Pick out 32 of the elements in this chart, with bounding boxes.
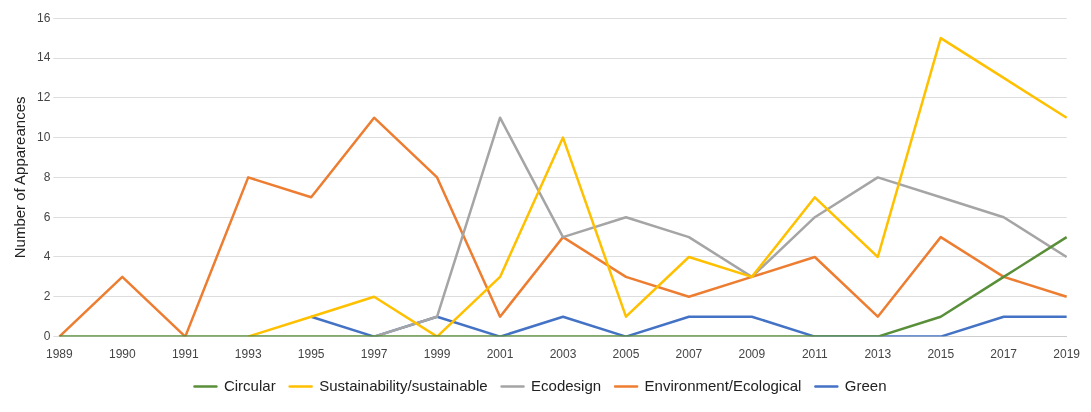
y-tick-label: 6	[43, 209, 51, 224]
x-tick-label: 2005	[612, 347, 640, 362]
y-tick-label: 14	[36, 50, 51, 65]
x-tick-label: 1990	[108, 347, 136, 362]
y-tick-label: 8	[43, 169, 51, 184]
x-tick-label: 2009	[738, 347, 766, 362]
y-tick-label: 2	[43, 289, 51, 304]
x-tick-label: 1989	[46, 347, 74, 362]
y-tick-label: 16	[36, 10, 51, 25]
y-tick-label: 0	[43, 328, 51, 343]
legend-label: Green	[844, 376, 887, 394]
legend-label: Sustainability/sustainable	[319, 376, 488, 394]
x-tick-label: 1995	[297, 347, 325, 362]
legend-label: Circular	[223, 376, 276, 394]
legend-label: Ecodesign	[531, 376, 602, 394]
x-tick-label: 1997	[360, 347, 388, 362]
x-tick-label: 2019	[1053, 347, 1081, 362]
legend-label: Environment/Ecological	[644, 376, 802, 394]
x-tick-label: 2015	[927, 347, 955, 362]
y-axis-title: Number of Appareances	[11, 96, 29, 259]
y-tick-label: 4	[43, 249, 51, 264]
x-tick-label: 1993	[234, 347, 262, 362]
x-tick-label: 2017	[990, 347, 1018, 362]
x-tick-label: 2003	[549, 347, 577, 362]
x-tick-label: 1991	[171, 347, 199, 362]
x-tick-label: 2007	[675, 347, 703, 362]
x-tick-label: 1999	[423, 347, 451, 362]
x-tick-label: 2011	[801, 347, 829, 362]
x-tick-label: 2001	[486, 347, 514, 362]
x-tick-label: 2013	[864, 347, 892, 362]
y-tick-label: 12	[36, 90, 51, 105]
y-tick-label: 10	[36, 129, 51, 144]
